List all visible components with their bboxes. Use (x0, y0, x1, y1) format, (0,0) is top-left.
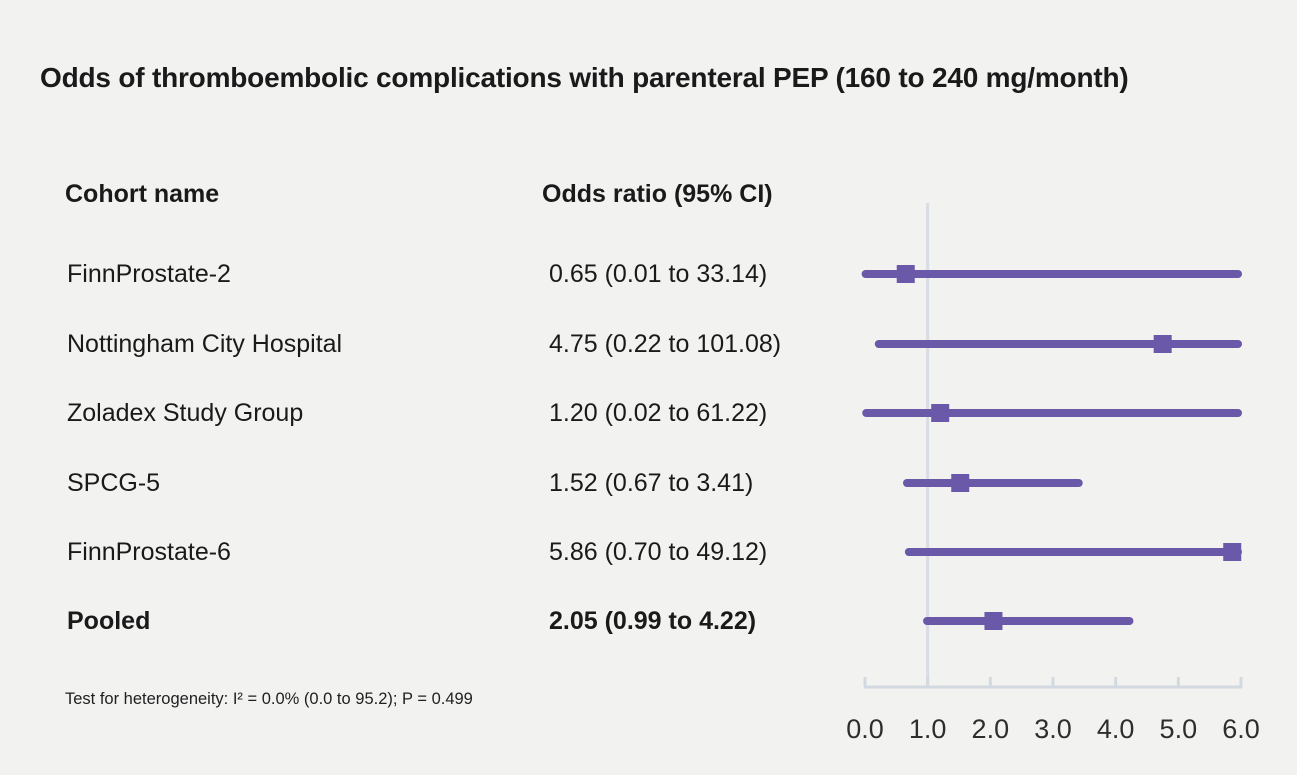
cohort-name: Pooled (67, 607, 151, 635)
cohort-name: FinnProstate-6 (67, 538, 231, 566)
column-header-cohort-name: Cohort name (65, 180, 220, 208)
odds-ratio-marker (1223, 543, 1242, 561)
cohort-name: Nottingham City Hospital (67, 330, 343, 358)
odds-ratio-marker (951, 474, 970, 492)
pooled-estimate-marker (984, 612, 1003, 630)
cohort-name: FinnProstate-2 (67, 260, 231, 288)
x-axis-tick-label: 4.0 (1097, 714, 1135, 744)
odds-ratio-value: 2.05 (0.99 to 4.22) (549, 607, 757, 635)
cohort-name: Zoladex Study Group (67, 399, 304, 427)
odds-ratio-value: 5.86 (0.70 to 49.12) (549, 538, 768, 566)
odds-ratio-marker (931, 404, 950, 422)
odds-ratio-value: 1.52 (0.67 to 3.41) (549, 469, 754, 497)
x-axis-tick-label: 3.0 (1034, 714, 1072, 744)
column-header-odds-ratio: Odds ratio (95% CI) (542, 180, 773, 208)
cohort-name: SPCG-5 (67, 469, 161, 497)
odds-ratio-value: 1.20 (0.02 to 61.22) (549, 399, 768, 427)
figure-title: Odds of thromboembolic complications wit… (40, 62, 1129, 93)
x-axis-tick-label: 5.0 (1160, 714, 1198, 744)
odds-ratio-value: 4.75 (0.22 to 101.08) (549, 330, 782, 358)
x-axis-tick-label: 2.0 (972, 714, 1010, 744)
odds-ratio-value: 0.65 (0.01 to 33.14) (549, 260, 768, 288)
x-axis-tick-label: 0.0 (846, 714, 884, 744)
x-axis-tick-label: 6.0 (1222, 714, 1260, 744)
odds-ratio-marker (1153, 335, 1172, 353)
heterogeneity-note: Test for heterogeneity: I² = 0.0% (0.0 t… (65, 690, 473, 708)
odds-ratio-marker (896, 265, 915, 283)
x-axis-tick-label: 1.0 (909, 714, 947, 744)
